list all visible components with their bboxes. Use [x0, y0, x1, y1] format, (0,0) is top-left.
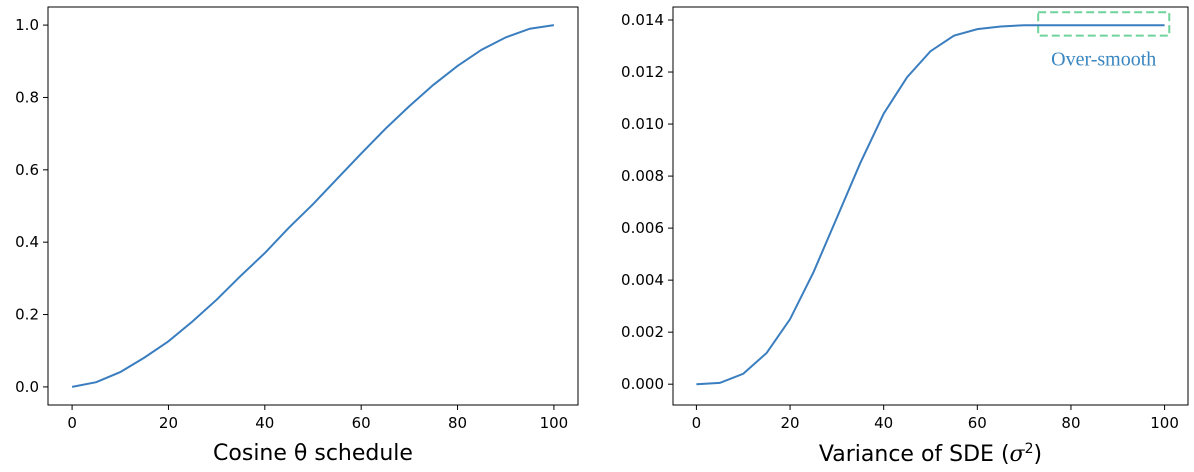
x-axis-title: Variance of SDE (σ2) — [819, 441, 1042, 467]
x-axis-ticks: 0 20 40 60 80 100 — [692, 405, 1179, 432]
y-tick-label: 0.8 — [15, 88, 39, 106]
y-tick-label: 0.004 — [621, 271, 664, 289]
plot-frame — [672, 6, 1189, 406]
y-tick-label: 0.006 — [621, 219, 664, 237]
x-tick-label: 20 — [159, 414, 178, 432]
x-tick-label: 60 — [968, 414, 987, 432]
x-tick-label: 0 — [67, 414, 77, 432]
x-tick-label: 0 — [692, 414, 702, 432]
y-tick-label: 0.010 — [621, 115, 664, 133]
y-tick-label: 0.0 — [15, 378, 39, 396]
chart-sde-variance: 0.000 0.002 0.004 0.006 0.008 0.010 0.012 0.014… — [621, 6, 1189, 467]
x-tick-label: 100 — [1150, 414, 1179, 432]
x-tick-label: 60 — [352, 414, 371, 432]
x-tick-label: 100 — [540, 414, 569, 432]
y-axis-ticks: 0.0 0.2 0.4 0.6 0.8 1.0 — [15, 16, 48, 396]
y-tick-label: 0.008 — [621, 167, 664, 185]
y-tick-label: 1.0 — [15, 16, 39, 34]
plot-frame — [47, 6, 579, 406]
x-tick-label: 80 — [1061, 414, 1080, 432]
y-tick-label: 0.2 — [15, 306, 39, 324]
over-smooth-label: Over-smooth — [1051, 49, 1156, 71]
x-tick-label: 20 — [780, 414, 799, 432]
y-tick-label: 0.002 — [621, 323, 664, 341]
series-line — [696, 24, 1165, 386]
series-line — [71, 24, 555, 388]
y-tick-label: 0.014 — [621, 11, 664, 29]
y-tick-label: 0.6 — [15, 161, 39, 179]
y-tick-label: 0.012 — [621, 63, 664, 81]
x-tick-label: 40 — [874, 414, 893, 432]
y-tick-label: 0.4 — [15, 233, 39, 251]
x-axis-ticks: 0 20 40 60 80 100 — [67, 405, 568, 432]
x-tick-label: 80 — [448, 414, 467, 432]
x-axis-title: Cosine θ schedule — [213, 441, 413, 466]
chart-cosine-schedule: 0.0 0.2 0.4 0.6 0.8 1.0 0 20 40 60 80 100 Cosine θ… — [15, 6, 579, 466]
x-tick-label: 40 — [255, 414, 274, 432]
over-smooth-box — [1037, 11, 1171, 37]
y-tick-label: 0.000 — [621, 375, 664, 393]
y-axis-ticks: 0.000 0.002 0.004 0.006 0.008 0.010 0.012 0.014 — [621, 11, 673, 393]
